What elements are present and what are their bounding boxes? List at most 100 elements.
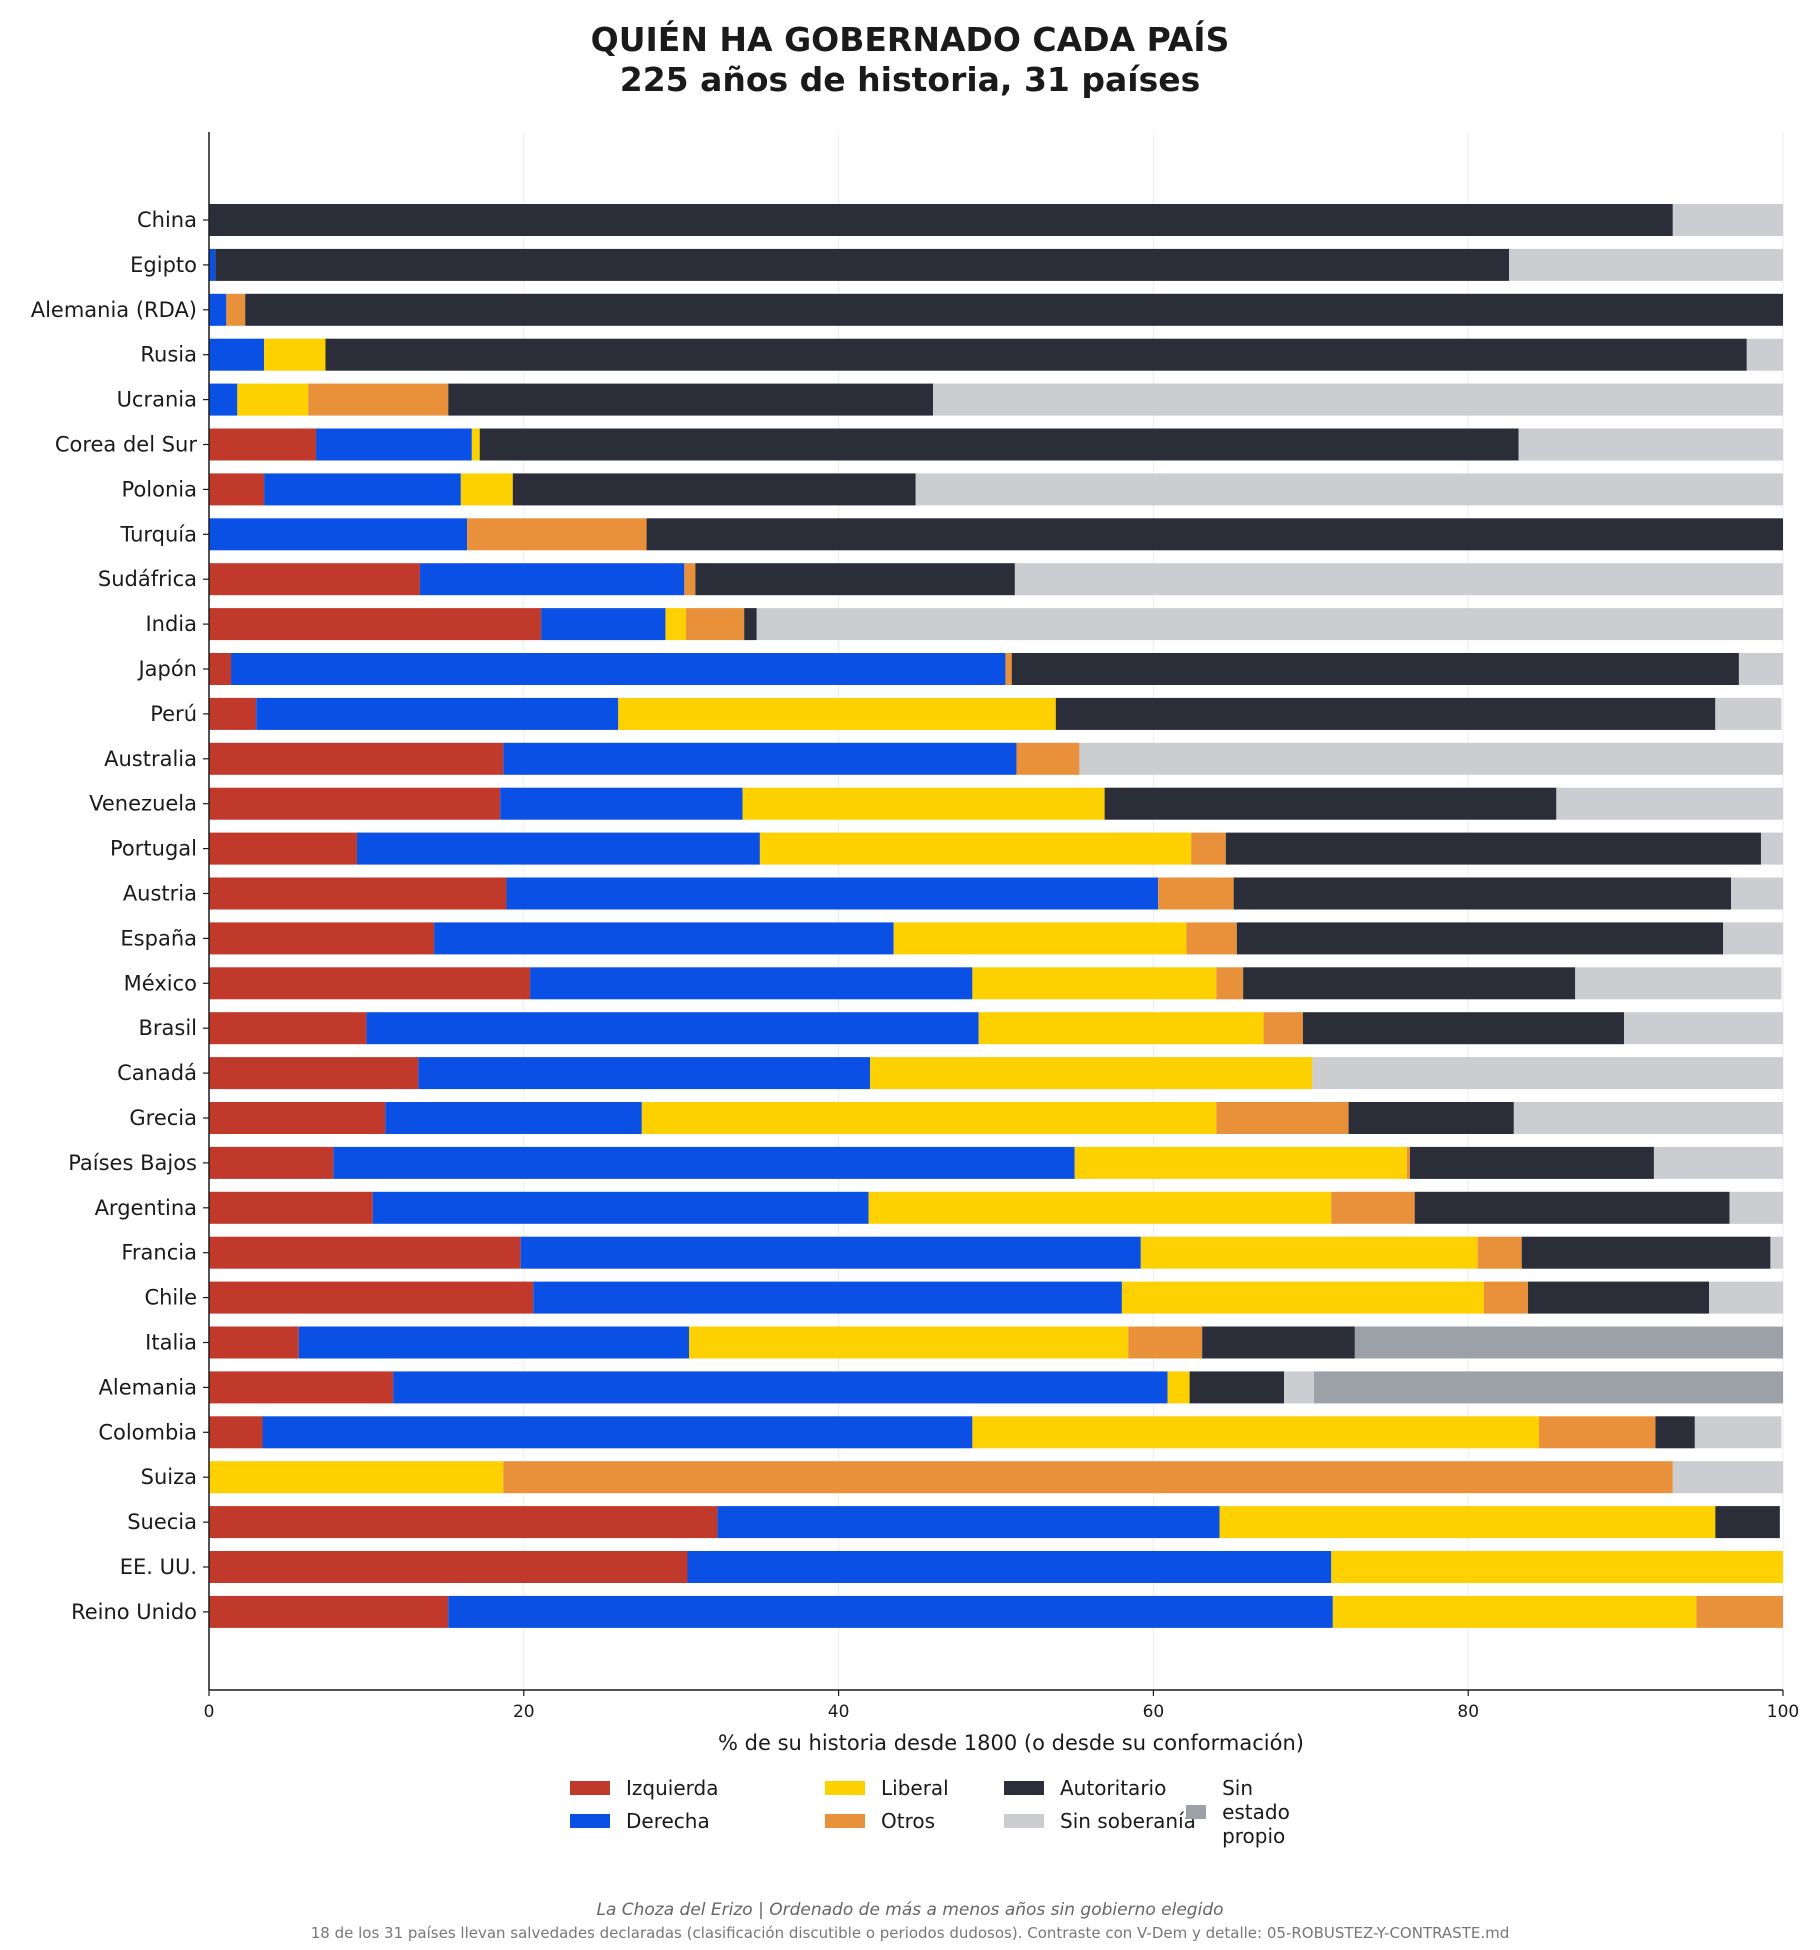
bar-segment: Francia — Otros: 2.8	[1477, 1236, 1522, 1269]
legend-item: Otros	[825, 1809, 935, 1833]
bar-segment: Suecia — Derecha: 31.9	[717, 1506, 1220, 1539]
bar-segment: Polonia — Autoritario: 25.6	[512, 473, 916, 506]
bar-segment: Perú — Liberal: 27.8	[618, 697, 1056, 730]
bar-segment: Italia — Otros: 4.7	[1128, 1326, 1203, 1359]
bar-segment: Brasil — Liberal: 18.1	[978, 1012, 1264, 1045]
bar-segment: Rusia — Sin soberanía: 2.3	[1746, 338, 1783, 371]
y-tick-label: Egipto	[130, 253, 197, 277]
legend-label: Sin estado propio	[1222, 1776, 1290, 1848]
bar-segment: Corea del Sur — Izquierda: 6.8	[209, 428, 317, 461]
bar-segment: Argentina — Sin soberanía: 3.4	[1729, 1191, 1783, 1224]
y-tick-label: Japón	[136, 657, 197, 681]
bar-segment: Suecia — Autoritario: 4.1	[1715, 1506, 1780, 1539]
y-tick-label: Italia	[145, 1331, 197, 1355]
bar-segment: Colombia — Autoritario: 2.5	[1655, 1416, 1695, 1449]
bar-segment: Polonia — Izquierda: 3.5	[209, 473, 265, 506]
bar-segment: Australia — Otros: 4	[1016, 742, 1080, 775]
y-tick-label: EE. UU.	[120, 1555, 197, 1579]
bar-segment: Brasil — Otros: 2.5	[1263, 1012, 1303, 1045]
bar-segment: Chile — Derecha: 37.4	[533, 1281, 1122, 1314]
bar-segment: España — Autoritario: 30.9	[1236, 922, 1724, 955]
bar-segment: Grecia — Autoritario: 10.5	[1348, 1102, 1514, 1134]
bar-segment: India — Otros: 3.7	[685, 608, 745, 641]
y-tick-label: Austria	[123, 882, 197, 906]
bar-segment: EE. UU. — Izquierda: 30.4	[209, 1551, 688, 1583]
bar-segment: Argentina — Otros: 5.3	[1331, 1191, 1415, 1224]
x-tick-label: 100	[1767, 1702, 1799, 1722]
bar-segment: México — Izquierda: 20.4	[209, 967, 531, 1000]
bar-segment: México — Liberal: 15.5	[972, 967, 1217, 1000]
bar-segment: Polonia — Liberal: 3.3	[460, 473, 513, 506]
y-tick-label: Ucrania	[117, 388, 197, 412]
bar-segment: India — Derecha: 7.9	[541, 608, 666, 641]
bar-segment: Sudáfrica — Autoritario: 20.3	[695, 563, 1015, 596]
bar-segment: Países Bajos — Otros: 0.2	[1406, 1146, 1410, 1179]
bar-segment: Italia — Izquierda: 5.7	[209, 1326, 299, 1359]
bar-segment: Japón — Izquierda: 1.4	[209, 653, 232, 685]
bar-segment: Rusia — Autoritario: 90.3	[325, 338, 1747, 371]
bar-segment: Países Bajos — Autoritario: 15.5	[1409, 1146, 1654, 1179]
y-tick-label: Perú	[150, 702, 197, 726]
bar-segment: Venezuela — Derecha: 15.4	[500, 787, 743, 820]
stacked-bar-chart: China — Autoritario: 93China — Sin sober…	[31, 132, 1799, 1755]
bar-segment: Canadá — Liberal: 28.1	[870, 1057, 1313, 1090]
bar-segment: Portugal — Sin soberanía: 1.4	[1760, 832, 1783, 865]
legend-swatch	[1004, 1814, 1044, 1828]
y-tick-label: Venezuela	[89, 792, 197, 816]
bar-segment: Australia — Sin soberanía: 44.7	[1079, 742, 1783, 775]
bar-segment: China — Sin soberanía: 7	[1672, 204, 1783, 236]
bar-segment: Australia — Derecha: 32.6	[503, 742, 1017, 775]
bar-segment: Italia — Sin estado propio: 27.2	[1354, 1326, 1783, 1359]
bar-segment: Alemania — Autoritario: 6	[1189, 1371, 1285, 1404]
bar-segment: Perú — Izquierda: 3	[209, 697, 257, 730]
y-tick-label: México	[124, 971, 197, 995]
bar-segment: Reino Unido — Otros: 5.5	[1696, 1595, 1783, 1628]
legend-label: Derecha	[626, 1809, 710, 1833]
bar-segment: Colombia — Liberal: 36	[972, 1416, 1540, 1449]
y-tick-label: Brasil	[138, 1016, 197, 1040]
bar-segment: Grecia — Sin soberanía: 17.1	[1513, 1102, 1783, 1134]
bar-segment: Portugal — Izquierda: 9.4	[209, 832, 357, 865]
bar-segment: Grecia — Izquierda: 11.2	[209, 1102, 386, 1134]
bar-segment: Turquía — Derecha: 16.4	[209, 518, 468, 551]
legend-swatch	[570, 1814, 610, 1828]
bar-segment: Suecia — Izquierda: 32.3	[209, 1506, 718, 1539]
bar-segment: Italia — Autoritario: 9.7	[1202, 1326, 1355, 1359]
bar-segment: Alemania (RDA) — Autoritario: 97.7	[245, 293, 1783, 326]
bar-segment: Egipto — Sin soberanía: 17.4	[1509, 248, 1783, 281]
bar-segment: India — Liberal: 1.3	[665, 608, 686, 641]
bar-segment: Egipto — Derecha: 0.4	[209, 248, 216, 281]
y-tick-label: Sudáfrica	[98, 567, 197, 591]
bar-segment: Perú — Derecha: 23	[256, 697, 619, 730]
bar-segment: Rusia — Liberal: 3.9	[264, 338, 326, 371]
bar-segment: España — Izquierda: 14.3	[209, 922, 435, 955]
bar-segment: India — Autoritario: 0.8	[744, 608, 757, 641]
bar-segment: México — Sin soberanía: 13.1	[1575, 967, 1782, 1000]
legend-swatch	[1186, 1805, 1207, 1819]
bar-segment: Corea del Sur — Sin soberanía: 16.8	[1518, 428, 1783, 461]
bar-segment: Chile — Liberal: 23	[1121, 1281, 1484, 1314]
bar-segment: Chile — Izquierda: 20.6	[209, 1281, 534, 1314]
bar-segment: Brasil — Izquierda: 10	[209, 1012, 367, 1045]
y-tick-label: Rusia	[140, 343, 197, 367]
bar-segment: España — Liberal: 18.6	[893, 922, 1187, 955]
bar-segment: Ucrania — Derecha: 1.8	[209, 383, 238, 416]
y-tick-label: Corea del Sur	[55, 433, 198, 457]
legend-item: Derecha	[570, 1809, 710, 1833]
bar-segment: Francia — Sin soberanía: 0.8	[1770, 1236, 1783, 1269]
bar-segment: Francia — Liberal: 21.4	[1140, 1236, 1478, 1269]
bar-segment: Alemania — Sin estado propio: 29.8	[1313, 1371, 1783, 1404]
bar-segment: Países Bajos — Izquierda: 7.9	[209, 1146, 334, 1179]
bar-segment: Reino Unido — Derecha: 56.2	[448, 1595, 1333, 1628]
bar-segment: Chile — Otros: 2.8	[1483, 1281, 1529, 1314]
legend-label: Sin soberanía	[1060, 1809, 1196, 1833]
footer-note: 18 de los 31 países llevan salvedades de…	[310, 1924, 1510, 1942]
footer-credit: La Choza del Erizo | Ordenado de más a m…	[596, 1900, 1224, 1920]
y-tick-label: Colombia	[98, 1420, 197, 1444]
bar-segment: Sudáfrica — Sin soberanía: 48.8	[1014, 563, 1783, 596]
bar-segment: Venezuela — Izquierda: 18.5	[209, 787, 501, 820]
bar-segment: Colombia — Derecha: 45.1	[262, 1416, 973, 1449]
bar-segment: México — Derecha: 28.1	[530, 967, 973, 1000]
y-tick-label: Suecia	[127, 1510, 197, 1534]
bar-segment: Venezuela — Autoritario: 28.7	[1104, 787, 1557, 820]
